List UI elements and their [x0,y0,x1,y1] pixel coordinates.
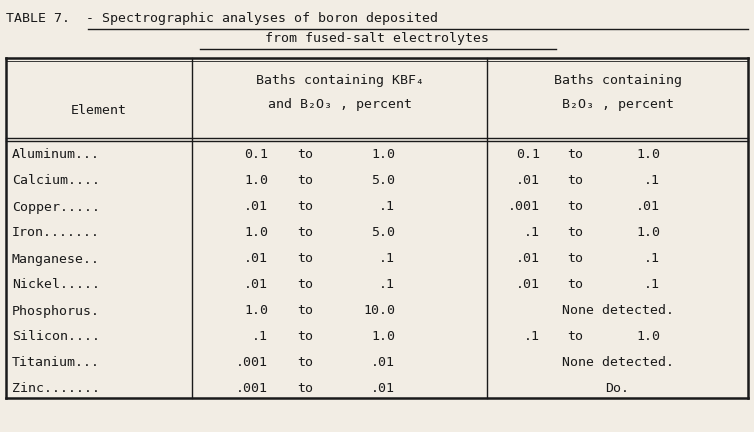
Text: Element: Element [71,104,127,117]
Text: 1.0: 1.0 [636,330,660,343]
Text: .01: .01 [516,252,540,266]
Text: .1: .1 [524,330,540,343]
Text: B₂O₃ , percent: B₂O₃ , percent [562,98,673,111]
Text: Calcium....: Calcium.... [12,175,100,187]
Text: .1: .1 [379,252,395,266]
Text: .1: .1 [644,175,660,187]
Text: and B₂O₃ , percent: and B₂O₃ , percent [268,98,412,111]
Text: .1: .1 [644,279,660,292]
Text: .01: .01 [516,279,540,292]
Text: to: to [297,149,313,162]
Text: Baths containing: Baths containing [553,74,682,87]
Text: .1: .1 [644,252,660,266]
Text: to: to [297,252,313,266]
Text: to: to [297,200,313,213]
Text: .1: .1 [252,330,268,343]
Text: to: to [567,200,583,213]
Text: None detected.: None detected. [562,305,673,318]
Text: .01: .01 [371,382,395,396]
Text: .001: .001 [236,382,268,396]
Text: Titanium...: Titanium... [12,356,100,369]
Text: .01: .01 [244,200,268,213]
Text: 1.0: 1.0 [244,305,268,318]
Text: .01: .01 [244,279,268,292]
Text: 5.0: 5.0 [371,226,395,239]
Text: from fused-salt electrolytes: from fused-salt electrolytes [265,32,489,45]
Text: Iron.......: Iron....... [12,226,100,239]
Text: 1.0: 1.0 [244,226,268,239]
Text: to: to [567,279,583,292]
Text: .01: .01 [516,175,540,187]
Text: 1.0: 1.0 [371,149,395,162]
Text: .001: .001 [508,200,540,213]
Text: to: to [567,330,583,343]
Text: Phosphorus.: Phosphorus. [12,305,100,318]
Text: to: to [567,149,583,162]
Text: 10.0: 10.0 [363,305,395,318]
Text: to: to [567,226,583,239]
Text: to: to [297,175,313,187]
Text: Zinc.......: Zinc....... [12,382,100,396]
Text: .001: .001 [236,356,268,369]
Text: 0.1: 0.1 [244,149,268,162]
Text: to: to [567,252,583,266]
Text: 1.0: 1.0 [636,149,660,162]
Text: None detected.: None detected. [562,356,673,369]
Text: .01: .01 [371,356,395,369]
Text: .01: .01 [636,200,660,213]
Text: to: to [297,330,313,343]
Text: .1: .1 [379,200,395,213]
Text: Copper.....: Copper..... [12,200,100,213]
Text: Aluminum...: Aluminum... [12,149,100,162]
Text: Nickel.....: Nickel..... [12,279,100,292]
Text: Silicon....: Silicon.... [12,330,100,343]
Text: 1.0: 1.0 [636,226,660,239]
Text: TABLE 7.  - Spectrographic analyses of boron deposited: TABLE 7. - Spectrographic analyses of bo… [6,12,438,25]
Text: Baths containing KBF₄: Baths containing KBF₄ [256,74,424,87]
Text: to: to [567,175,583,187]
Text: .1: .1 [524,226,540,239]
Text: to: to [297,382,313,396]
Text: .1: .1 [379,279,395,292]
Text: to: to [297,356,313,369]
Text: 5.0: 5.0 [371,175,395,187]
Text: Manganese..: Manganese.. [12,252,100,266]
Text: 0.1: 0.1 [516,149,540,162]
Text: 1.0: 1.0 [244,175,268,187]
Text: to: to [297,305,313,318]
Text: to: to [297,279,313,292]
Text: .01: .01 [244,252,268,266]
Text: Do.: Do. [605,382,630,396]
Text: 1.0: 1.0 [371,330,395,343]
Text: to: to [297,226,313,239]
